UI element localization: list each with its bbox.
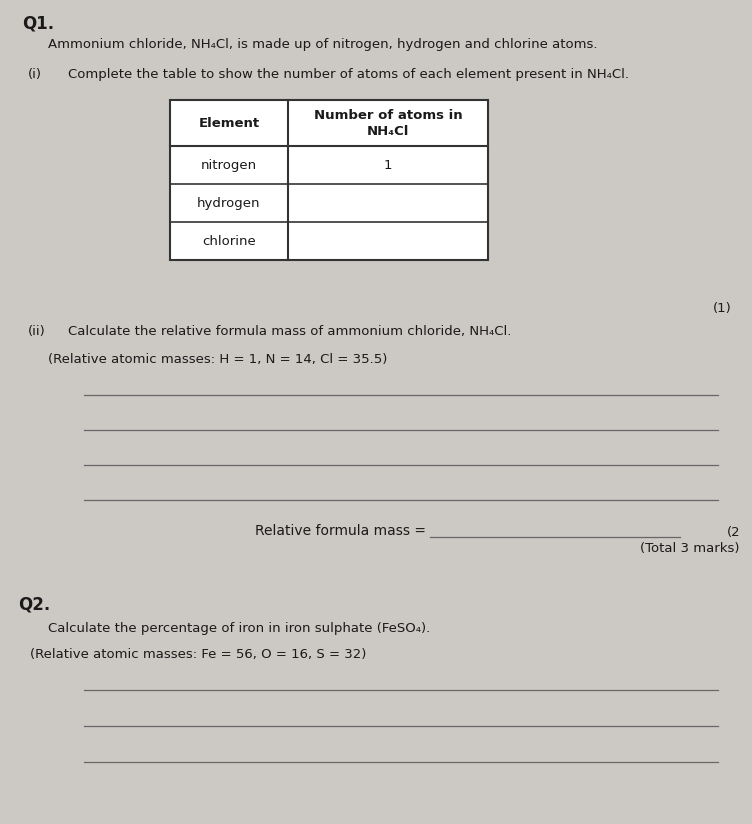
Text: hydrogen: hydrogen (197, 196, 261, 209)
Text: Number of atoms in
NH₄Cl: Number of atoms in NH₄Cl (314, 109, 462, 138)
Text: (Total 3 marks): (Total 3 marks) (641, 542, 740, 555)
Text: (ii): (ii) (28, 325, 46, 338)
Text: chlorine: chlorine (202, 235, 256, 247)
Text: Q1.: Q1. (22, 14, 54, 32)
Text: Q2.: Q2. (18, 596, 50, 614)
Text: nitrogen: nitrogen (201, 158, 257, 171)
Text: Element: Element (199, 116, 259, 129)
Text: Complete the table to show the number of atoms of each element present in NH₄Cl.: Complete the table to show the number of… (68, 68, 629, 81)
Text: 1: 1 (384, 158, 393, 171)
Text: (2: (2 (726, 526, 740, 539)
Text: Relative formula mass =: Relative formula mass = (255, 524, 430, 538)
Text: Calculate the relative formula mass of ammonium chloride, NH₄Cl.: Calculate the relative formula mass of a… (68, 325, 511, 338)
Text: (Relative atomic masses: H = 1, N = 14, Cl = 35.5): (Relative atomic masses: H = 1, N = 14, … (48, 353, 387, 366)
Text: (i): (i) (28, 68, 42, 81)
Text: (Relative atomic masses: Fe = 56, O = 16, S = 32): (Relative atomic masses: Fe = 56, O = 16… (30, 648, 366, 661)
Text: Calculate the percentage of iron in iron sulphate (FeSO₄).: Calculate the percentage of iron in iron… (48, 622, 430, 635)
Text: Ammonium chloride, NH₄Cl, is made up of nitrogen, hydrogen and chlorine atoms.: Ammonium chloride, NH₄Cl, is made up of … (48, 38, 598, 51)
Bar (170, 100, 488, 260)
Text: (1): (1) (713, 302, 732, 315)
